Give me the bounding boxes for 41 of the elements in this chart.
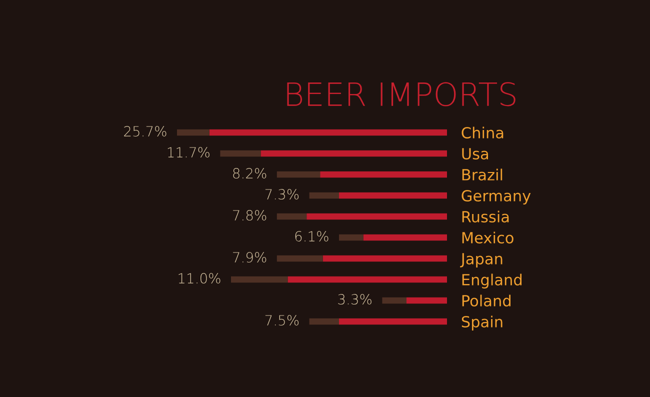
y-tick-label: Germany	[462, 190, 531, 204]
annotation: 3.3%	[338, 294, 372, 305]
y-tick-label: China	[462, 126, 504, 139]
y-tick-label: Poland	[462, 294, 510, 307]
bar	[339, 234, 364, 241]
annotation: 7.9%	[233, 252, 266, 263]
annotation: 8.2%	[233, 168, 266, 179]
bar	[322, 255, 447, 262]
bar	[288, 276, 447, 283]
y-tick-label: Japan	[460, 253, 502, 268]
bar	[177, 129, 210, 136]
bar	[339, 318, 447, 325]
annotation: 7.3%	[265, 189, 299, 200]
bar	[339, 192, 447, 199]
annotation: 7.8%	[233, 210, 266, 221]
y-tick-label: Usa	[462, 148, 488, 160]
chart-title: BEER IMPORTS	[287, 82, 516, 106]
bar	[309, 192, 339, 199]
bar	[276, 213, 307, 220]
y-tick-label: Spain	[462, 316, 502, 330]
y-tick-label: England	[462, 274, 522, 288]
bar	[260, 150, 447, 157]
bar	[382, 297, 406, 304]
bar	[209, 129, 447, 136]
annotation: 6.1%	[295, 231, 328, 242]
annotation: 11.7%	[168, 147, 210, 158]
y-tick-label: Russia	[462, 210, 509, 223]
bar	[276, 171, 320, 178]
bar	[320, 171, 447, 178]
annotation: 7.5%	[265, 315, 299, 326]
y-tick-label: Mexico	[462, 232, 514, 244]
bar	[309, 318, 339, 325]
text: 25.7%	[124, 126, 166, 137]
annotation: 11.0%	[178, 273, 220, 284]
bar	[363, 234, 447, 241]
bar	[406, 297, 447, 304]
y-tick-label: Brazil	[462, 168, 502, 181]
bar	[276, 255, 323, 262]
bar	[306, 213, 447, 220]
bar	[231, 276, 288, 283]
bar	[220, 150, 261, 157]
